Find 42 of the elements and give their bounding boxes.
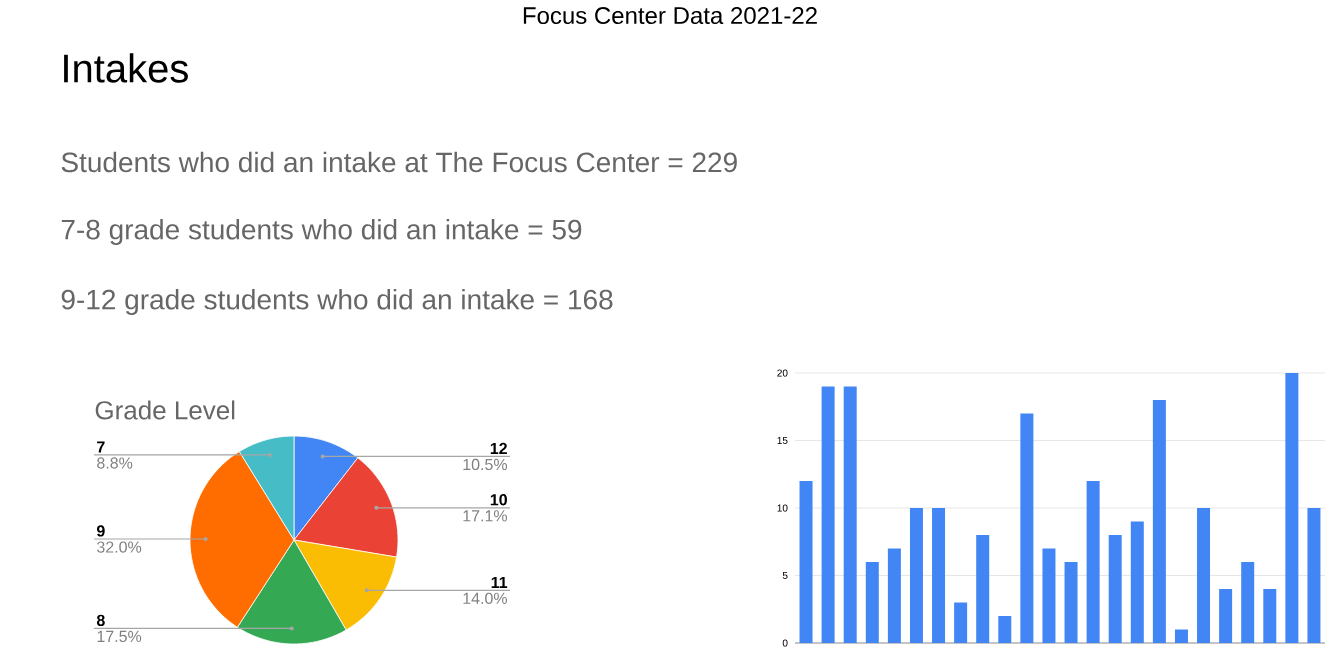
bar: [799, 481, 813, 643]
data-label: 17.1%: [463, 510, 508, 522]
bar: [1108, 535, 1122, 643]
bar: [1307, 508, 1321, 643]
data-label: 10.5%: [463, 458, 508, 471]
data-label: 14.0%: [463, 592, 508, 605]
bar: [1219, 589, 1233, 643]
bar: [1174, 629, 1188, 643]
bar: [1285, 373, 1299, 643]
data-label: 8.8%: [97, 457, 133, 469]
bar: [1263, 589, 1277, 643]
bar: [1152, 400, 1166, 643]
bar: [887, 548, 901, 643]
bar: [821, 386, 835, 643]
text: 7-8 grade students who did an intake = 59: [61, 218, 582, 246]
text: Intakes: [64, 53, 188, 83]
bar: [1020, 413, 1034, 643]
bar: [954, 602, 968, 643]
bar: [1086, 481, 1100, 643]
bar: [1241, 562, 1255, 643]
slice-label: 12: [490, 442, 507, 454]
bar: [932, 508, 946, 643]
slice-label: 9: [96, 525, 105, 537]
bar: [1197, 508, 1211, 643]
data-label: 17.5%: [97, 630, 142, 643]
text: Students who did an intake at The Focus Center = 229: [61, 151, 737, 173]
bar: [1064, 562, 1078, 643]
chart-title: Grade Level: [95, 400, 235, 420]
bar: [843, 386, 857, 643]
text: 9-12 grade students who did an intake = 168: [61, 288, 613, 316]
slice-label: 10: [490, 494, 507, 506]
slice-label: 8: [96, 614, 105, 626]
bar: [976, 535, 990, 643]
bar: [998, 616, 1012, 643]
slice-label: 7: [97, 441, 105, 453]
bar: [865, 562, 879, 643]
data-label: 32.0%: [97, 541, 142, 553]
bar: [1130, 521, 1144, 643]
text: Focus Center Data 2021-22: [523, 7, 817, 25]
bar: [909, 508, 923, 643]
slice-label: 11: [491, 576, 508, 588]
bar: [1042, 548, 1056, 643]
